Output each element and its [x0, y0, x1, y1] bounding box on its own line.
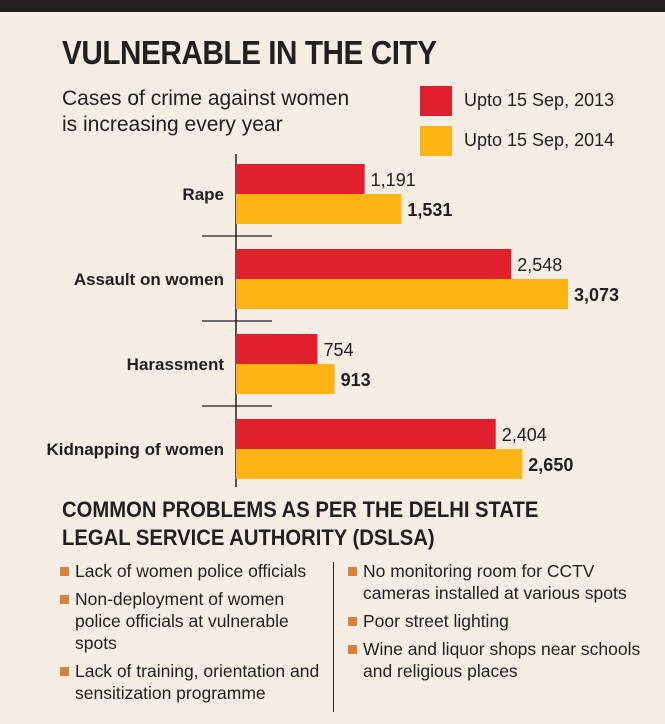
bullet-square-icon — [60, 595, 69, 604]
data-label-kidnapping-of-women-0: 2,404 — [502, 425, 547, 445]
data-label-rape-1: 1,531 — [407, 200, 452, 220]
bar-chart: Rape 1,191 1,531 Assault on women 2,548 3,073… — [46, 154, 619, 487]
data-label-harassment-0: 754 — [323, 340, 353, 360]
bar-rape-0 — [236, 164, 365, 194]
problem-text: Lack of training, orientation and sensit… — [75, 661, 320, 703]
problem-item: Wine and liquor shops near schools and r… — [348, 638, 648, 682]
chart-subtitle: Cases of crime against women is increasi… — [62, 87, 350, 136]
data-label-rape-0: 1,191 — [371, 170, 416, 190]
problem-item: Non-deployment of women police officials… — [60, 588, 330, 654]
problem-text: Poor street lighting — [363, 611, 509, 631]
category-label-rape: Rape — [182, 185, 224, 204]
bar-kidnapping-of-women-0 — [236, 419, 496, 449]
bar-rape-1 — [236, 194, 402, 224]
category-label-harassment: Harassment — [127, 355, 225, 374]
problem-item: No monitoring room for CCTV cameras inst… — [348, 560, 648, 604]
bullet-square-icon — [60, 567, 69, 576]
legend-swatch-2013 — [420, 86, 452, 116]
problems-right-column: No monitoring room for CCTV cameras inst… — [348, 560, 648, 688]
category-label-kidnapping-of-women: Kidnapping of women — [46, 440, 224, 459]
bar-harassment-1 — [236, 364, 335, 394]
bar-harassment-0 — [236, 334, 318, 364]
top-bar — [0, 0, 665, 12]
data-label-assault-on-women-1: 3,073 — [574, 285, 619, 305]
problems-left-column: Lack of women police officials Non-deplo… — [60, 560, 330, 710]
category-label-assault-on-women: Assault on women — [74, 270, 224, 289]
problem-text: Wine and liquor shops near schools and r… — [363, 639, 641, 681]
bullet-square-icon — [348, 567, 357, 576]
problem-item: Lack of training, orientation and sensit… — [60, 660, 330, 704]
legend-label-2013: Upto 15 Sep, 2013 — [464, 90, 615, 110]
bullet-square-icon — [348, 617, 357, 626]
problem-text: Non-deployment of women police officials… — [75, 589, 289, 653]
bar-assault-on-women-0 — [236, 249, 512, 279]
bullet-square-icon — [348, 645, 357, 654]
bullet-square-icon — [60, 667, 69, 676]
problems-title: COMMON PROBLEMS AS PER THE DELHI STATE L… — [62, 497, 539, 550]
page-title: VULNERABLE IN THE CITY — [62, 34, 437, 71]
data-label-kidnapping-of-women-1: 2,650 — [528, 455, 573, 475]
problem-item: Lack of women police officials — [60, 560, 330, 582]
bar-kidnapping-of-women-1 — [236, 449, 523, 479]
data-label-harassment-1: 913 — [341, 370, 371, 390]
data-label-assault-on-women-0: 2,548 — [517, 255, 562, 275]
problem-text: Lack of women police officials — [75, 561, 307, 581]
problem-item: Poor street lighting — [348, 610, 648, 632]
column-divider — [333, 562, 334, 712]
problem-text: No monitoring room for CCTV cameras inst… — [363, 561, 627, 603]
legend-swatch-2014 — [420, 126, 452, 156]
legend-label-2014: Upto 15 Sep, 2014 — [464, 130, 615, 150]
bar-assault-on-women-1 — [236, 279, 568, 309]
